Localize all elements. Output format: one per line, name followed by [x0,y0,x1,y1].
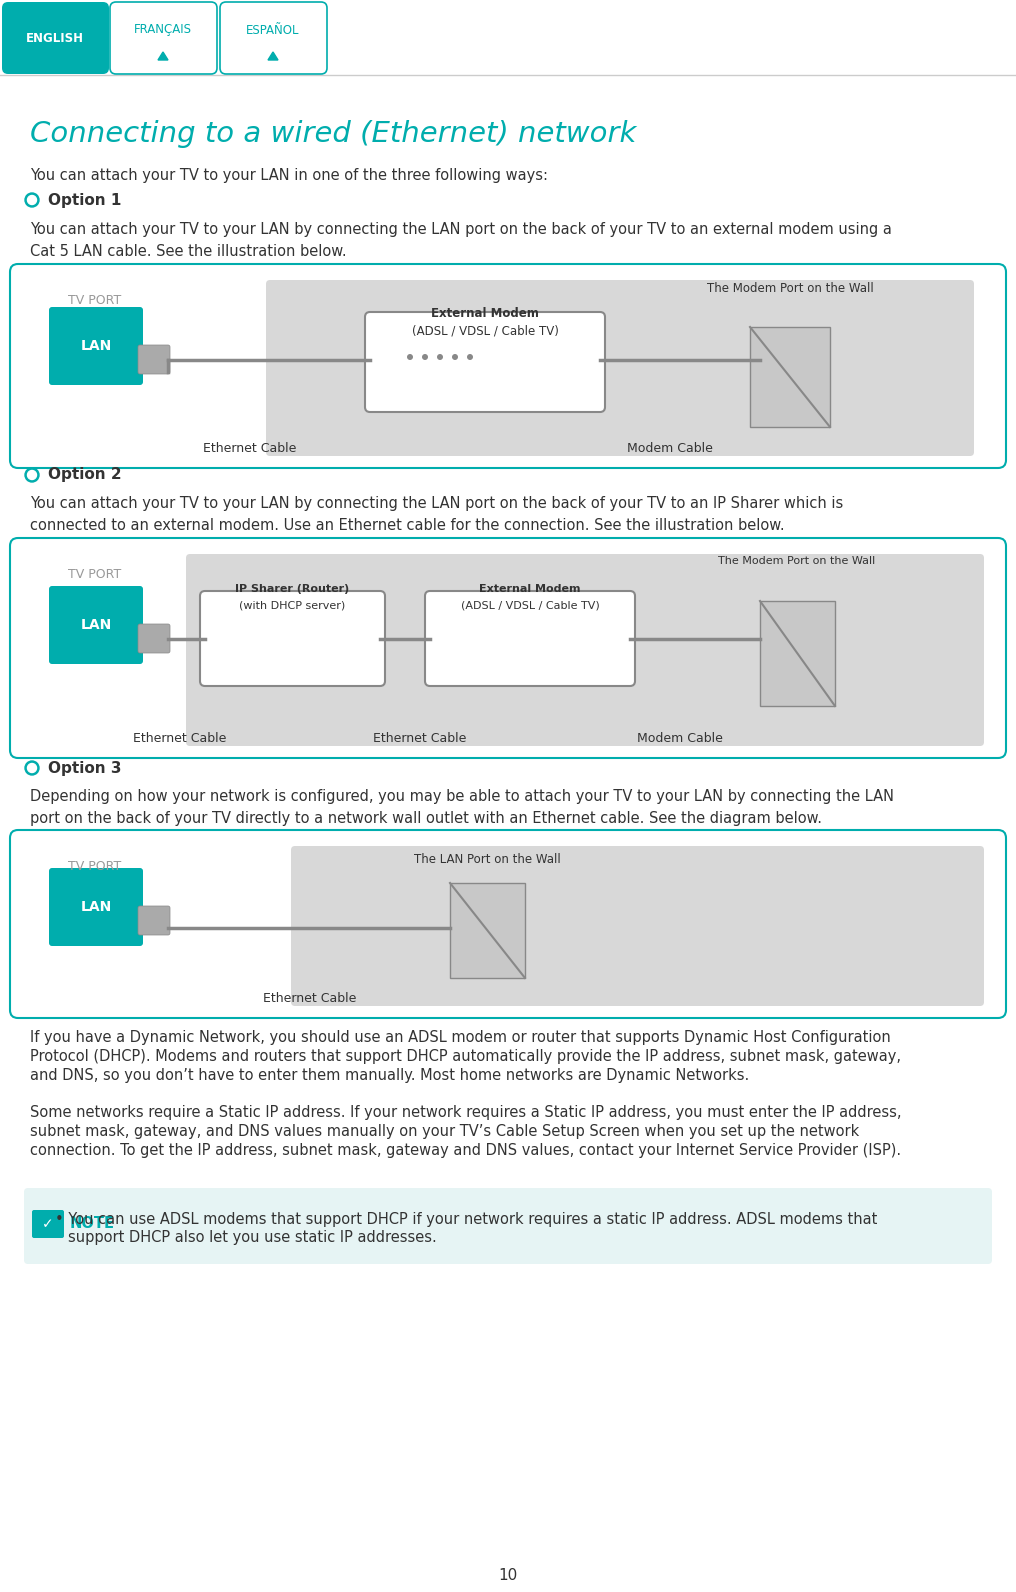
FancyBboxPatch shape [186,554,985,747]
FancyBboxPatch shape [2,2,109,73]
Text: LAN: LAN [80,899,112,914]
Text: Modem Cable: Modem Cable [627,443,713,455]
FancyBboxPatch shape [10,829,1006,1017]
Text: 10: 10 [499,1568,517,1584]
Text: Ethernet Cable: Ethernet Cable [373,732,466,745]
Text: and DNS, so you don’t have to enter them manually. Most home networks are Dynami: and DNS, so you don’t have to enter them… [30,1068,749,1083]
Text: Protocol (DHCP). Modems and routers that support DHCP automatically provide the : Protocol (DHCP). Modems and routers that… [30,1049,901,1063]
Text: TV PORT: TV PORT [68,295,122,307]
FancyBboxPatch shape [49,868,143,946]
FancyBboxPatch shape [291,845,985,1006]
Text: You can attach your TV to your LAN in one of the three following ways:: You can attach your TV to your LAN in on… [30,169,548,183]
Text: support DHCP also let you use static IP addresses.: support DHCP also let you use static IP … [68,1231,437,1245]
Text: IP Sharer (Router): IP Sharer (Router) [235,584,350,594]
Text: Option 1: Option 1 [48,193,121,207]
Text: ENGLISH: ENGLISH [26,32,84,45]
FancyBboxPatch shape [138,345,170,374]
Text: TV PORT: TV PORT [68,568,122,581]
Text: Depending on how your network is configured, you may be able to attach your TV t: Depending on how your network is configu… [30,790,894,804]
Text: The LAN Port on the Wall: The LAN Port on the Wall [414,853,561,866]
Text: You can attach your TV to your LAN by connecting the LAN port on the back of you: You can attach your TV to your LAN by co… [30,497,843,511]
Text: Option 3: Option 3 [48,761,122,775]
FancyBboxPatch shape [49,586,143,664]
Text: The Modem Port on the Wall: The Modem Port on the Wall [718,556,876,567]
Circle shape [467,353,473,360]
FancyBboxPatch shape [266,280,974,455]
FancyBboxPatch shape [365,312,605,412]
FancyBboxPatch shape [425,591,635,686]
Text: Some networks require a Static IP address. If your network requires a Static IP : Some networks require a Static IP addres… [30,1105,901,1121]
Circle shape [452,353,458,360]
Text: Modem Cable: Modem Cable [637,732,723,745]
Text: FRANÇAIS: FRANÇAIS [134,24,192,37]
Text: Ethernet Cable: Ethernet Cable [203,443,297,455]
Text: Option 2: Option 2 [48,468,122,482]
FancyBboxPatch shape [200,591,385,686]
Text: LAN: LAN [80,339,112,353]
Text: ESPAÑOL: ESPAÑOL [246,24,300,37]
Text: connected to an external modem. Use an Ethernet cable for the connection. See th: connected to an external modem. Use an E… [30,517,784,533]
Text: (ADSL / VDSL / Cable TV): (ADSL / VDSL / Cable TV) [460,600,599,610]
Text: External Modem: External Modem [431,307,538,320]
FancyBboxPatch shape [10,538,1006,758]
Bar [760,602,835,705]
Text: You can attach your TV to your LAN by connecting the LAN port on the back of you: You can attach your TV to your LAN by co… [30,221,892,237]
Circle shape [27,764,37,772]
Polygon shape [268,53,278,60]
FancyBboxPatch shape [138,624,170,653]
FancyBboxPatch shape [110,2,217,73]
Text: Ethernet Cable: Ethernet Cable [263,992,357,1005]
Circle shape [27,471,37,479]
Text: LAN: LAN [80,618,112,632]
Text: ✓: ✓ [43,1216,54,1231]
Text: The Modem Port on the Wall: The Modem Port on the Wall [706,282,874,295]
Circle shape [25,468,39,482]
Text: External Modem: External Modem [480,584,581,594]
FancyBboxPatch shape [220,2,327,73]
Text: (ADSL / VDSL / Cable TV): (ADSL / VDSL / Cable TV) [411,325,559,338]
Circle shape [27,196,37,204]
Circle shape [407,353,412,360]
Text: Connecting to a wired (Ethernet) network: Connecting to a wired (Ethernet) network [30,119,636,148]
FancyBboxPatch shape [24,1188,992,1264]
Text: NOTE: NOTE [70,1216,115,1232]
Text: Cat 5 LAN cable. See the illustration below.: Cat 5 LAN cable. See the illustration be… [30,244,346,259]
FancyBboxPatch shape [138,906,170,935]
Circle shape [25,193,39,207]
Text: connection. To get the IP address, subnet mask, gateway and DNS values, contact : connection. To get the IP address, subne… [30,1143,901,1157]
FancyBboxPatch shape [31,1210,64,1239]
Text: If you have a Dynamic Network, you should use an ADSL modem or router that suppo: If you have a Dynamic Network, you shoul… [30,1030,891,1044]
Bar [750,326,830,427]
FancyBboxPatch shape [10,264,1006,468]
Circle shape [422,353,428,360]
Text: • You can use ADSL modems that support DHCP if your network requires a static IP: • You can use ADSL modems that support D… [55,1212,878,1227]
Text: TV PORT: TV PORT [68,860,122,872]
Bar [450,884,525,977]
Text: subnet mask, gateway, and DNS values manually on your TV’s Cable Setup Screen wh: subnet mask, gateway, and DNS values man… [30,1124,860,1138]
FancyBboxPatch shape [49,307,143,385]
Text: Ethernet Cable: Ethernet Cable [133,732,227,745]
Circle shape [25,761,39,775]
Polygon shape [158,53,168,60]
Text: (with DHCP server): (with DHCP server) [239,600,345,610]
Circle shape [437,353,443,360]
Text: port on the back of your TV directly to a network wall outlet with an Ethernet c: port on the back of your TV directly to … [30,810,822,826]
